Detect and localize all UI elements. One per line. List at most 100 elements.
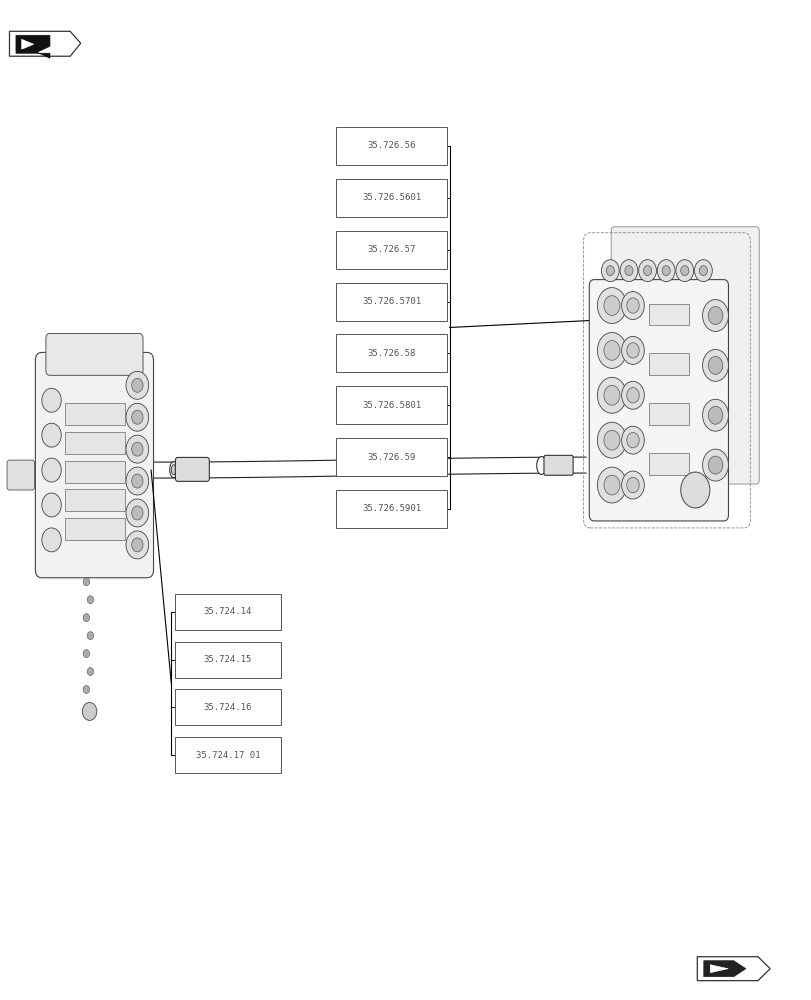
Bar bbox=[64, 518, 125, 540]
FancyBboxPatch shape bbox=[336, 179, 447, 217]
FancyBboxPatch shape bbox=[336, 334, 447, 372]
Circle shape bbox=[698, 266, 706, 276]
Circle shape bbox=[83, 614, 89, 622]
Circle shape bbox=[603, 475, 619, 495]
Circle shape bbox=[83, 650, 89, 658]
Polygon shape bbox=[710, 965, 727, 973]
Circle shape bbox=[131, 410, 143, 424]
Circle shape bbox=[597, 332, 626, 368]
Circle shape bbox=[126, 371, 148, 399]
Circle shape bbox=[638, 260, 655, 282]
FancyBboxPatch shape bbox=[336, 490, 447, 528]
Circle shape bbox=[42, 423, 61, 447]
Circle shape bbox=[42, 458, 61, 482]
FancyBboxPatch shape bbox=[174, 594, 281, 630]
Circle shape bbox=[126, 403, 148, 431]
Circle shape bbox=[131, 506, 143, 520]
Polygon shape bbox=[703, 961, 745, 977]
FancyBboxPatch shape bbox=[611, 227, 758, 484]
Circle shape bbox=[621, 471, 643, 499]
Bar bbox=[64, 432, 125, 454]
Bar bbox=[64, 489, 125, 511]
Bar bbox=[648, 353, 689, 375]
Circle shape bbox=[626, 343, 638, 358]
Circle shape bbox=[131, 442, 143, 456]
Text: 35.724.16: 35.724.16 bbox=[204, 703, 252, 712]
Circle shape bbox=[702, 399, 727, 431]
Circle shape bbox=[680, 472, 709, 508]
Circle shape bbox=[626, 298, 638, 313]
Circle shape bbox=[621, 381, 643, 409]
FancyBboxPatch shape bbox=[336, 127, 447, 165]
Circle shape bbox=[693, 260, 711, 282]
Circle shape bbox=[626, 388, 638, 403]
Circle shape bbox=[597, 467, 626, 503]
Circle shape bbox=[702, 449, 727, 481]
Polygon shape bbox=[697, 957, 769, 981]
FancyBboxPatch shape bbox=[175, 457, 209, 481]
Text: 35.724.14: 35.724.14 bbox=[204, 607, 252, 616]
Circle shape bbox=[603, 296, 619, 315]
Circle shape bbox=[131, 378, 143, 392]
FancyBboxPatch shape bbox=[46, 333, 143, 375]
Ellipse shape bbox=[536, 457, 546, 474]
Bar bbox=[64, 461, 125, 483]
Circle shape bbox=[597, 422, 626, 458]
Text: 35.726.58: 35.726.58 bbox=[367, 349, 415, 358]
FancyBboxPatch shape bbox=[174, 737, 281, 773]
FancyBboxPatch shape bbox=[336, 438, 447, 476]
Bar bbox=[64, 403, 125, 425]
Circle shape bbox=[675, 260, 693, 282]
Circle shape bbox=[601, 260, 619, 282]
Circle shape bbox=[702, 349, 727, 381]
Circle shape bbox=[82, 702, 97, 720]
Polygon shape bbox=[16, 35, 50, 58]
Ellipse shape bbox=[171, 465, 176, 475]
Ellipse shape bbox=[169, 462, 178, 478]
FancyBboxPatch shape bbox=[7, 460, 35, 490]
FancyBboxPatch shape bbox=[336, 231, 447, 269]
Text: 35.724.17 01: 35.724.17 01 bbox=[195, 751, 260, 760]
Circle shape bbox=[42, 528, 61, 552]
Circle shape bbox=[680, 266, 688, 276]
Bar bbox=[648, 403, 689, 425]
Circle shape bbox=[87, 632, 93, 640]
Circle shape bbox=[621, 292, 643, 320]
Circle shape bbox=[603, 341, 619, 360]
Circle shape bbox=[707, 406, 722, 424]
FancyBboxPatch shape bbox=[174, 642, 281, 678]
Circle shape bbox=[126, 531, 148, 559]
Circle shape bbox=[87, 703, 93, 711]
Circle shape bbox=[42, 388, 61, 412]
FancyBboxPatch shape bbox=[336, 283, 447, 321]
Circle shape bbox=[707, 456, 722, 474]
Text: 35.724.15: 35.724.15 bbox=[204, 655, 252, 664]
Text: 35.726.5701: 35.726.5701 bbox=[362, 297, 421, 306]
Circle shape bbox=[702, 300, 727, 331]
FancyBboxPatch shape bbox=[589, 280, 727, 521]
Circle shape bbox=[83, 578, 89, 586]
Circle shape bbox=[126, 435, 148, 463]
Circle shape bbox=[621, 336, 643, 364]
Circle shape bbox=[597, 377, 626, 413]
Circle shape bbox=[126, 499, 148, 527]
Circle shape bbox=[626, 432, 638, 448]
FancyBboxPatch shape bbox=[336, 386, 447, 424]
Circle shape bbox=[126, 467, 148, 495]
Bar bbox=[648, 304, 689, 325]
Circle shape bbox=[131, 474, 143, 488]
Text: 35.726.5601: 35.726.5601 bbox=[362, 193, 421, 202]
Circle shape bbox=[87, 596, 93, 604]
Circle shape bbox=[83, 685, 89, 693]
FancyBboxPatch shape bbox=[36, 352, 153, 578]
Circle shape bbox=[642, 266, 650, 276]
Circle shape bbox=[707, 307, 722, 324]
Bar bbox=[648, 453, 689, 475]
Circle shape bbox=[624, 266, 633, 276]
Circle shape bbox=[87, 668, 93, 676]
Circle shape bbox=[131, 538, 143, 552]
Text: 35.726.5901: 35.726.5901 bbox=[362, 504, 421, 513]
Circle shape bbox=[603, 385, 619, 405]
Circle shape bbox=[656, 260, 674, 282]
FancyBboxPatch shape bbox=[174, 689, 281, 725]
